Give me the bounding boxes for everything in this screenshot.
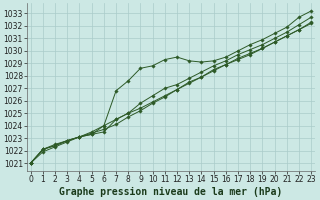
- X-axis label: Graphe pression niveau de la mer (hPa): Graphe pression niveau de la mer (hPa): [59, 186, 283, 197]
